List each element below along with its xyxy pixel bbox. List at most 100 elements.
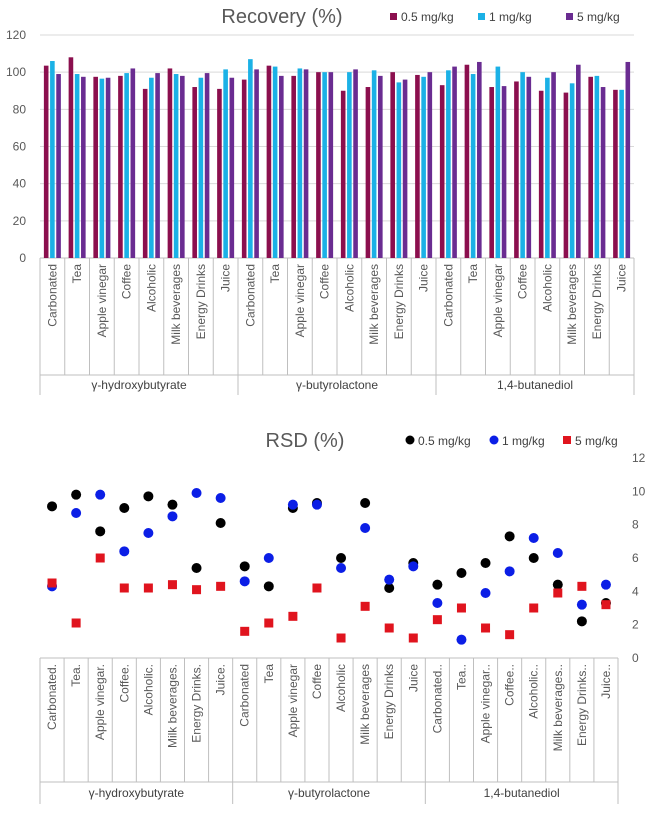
point-1-4-butanediol-coffee-5-mg-kg xyxy=(505,630,515,640)
bar-1-4-butanediol-milk-beverages-1-mg-kg xyxy=(569,83,575,258)
point-hydroxybutyrate-tea-0-5-mg-kg xyxy=(71,489,82,500)
point-butyrolactone-tea-0-5-mg-kg xyxy=(263,581,274,592)
bar-1-4-butanediol-juice-1-mg-kg xyxy=(619,89,624,258)
point-hydroxybutyrate-juice-5-mg-kg xyxy=(216,581,226,591)
point-hydroxybutyrate-juice-1-mg-kg xyxy=(215,493,226,503)
bar-butyrolactone-energy-drinks-1-mg-kg xyxy=(396,82,402,258)
category-label: Energy Drinks xyxy=(392,264,406,339)
y-tick-label: 20 xyxy=(13,214,27,228)
point-hydroxybutyrate-tea-1-mg-kg xyxy=(71,508,82,518)
point-hydroxybutyrate-energy-drinks-5-mg-kg xyxy=(192,585,202,595)
point-1-4-butanediol-tea-0-5-mg-kg xyxy=(456,568,467,578)
y-tick-label: 120 xyxy=(6,28,26,42)
point-butyrolactone-energy-drinks-1-mg-kg xyxy=(384,574,395,585)
y-tick-label: 8 xyxy=(632,518,639,532)
category-label: Carbonated xyxy=(441,264,455,327)
bar-1-4-butanediol-milk-beverages-0-5-mg-kg xyxy=(563,92,569,258)
group-label-1-4-butanediol: 1,4-butanediol xyxy=(484,786,560,800)
point-hydroxybutyrate-apple-vinegar-0-5-mg-kg xyxy=(95,526,106,537)
bar-hydroxybutyrate-tea-1-mg-kg xyxy=(74,74,80,258)
point-1-4-butanediol-carbonated-0-5-mg-kg xyxy=(432,579,443,590)
point-1-4-butanediol-coffee-0-5-mg-kg xyxy=(504,531,515,542)
category-label: Energy Drinks xyxy=(382,664,396,739)
point-butyrolactone-coffee-1-mg-kg xyxy=(311,499,322,510)
bar-butyrolactone-apple-vinegar-1-mg-kg xyxy=(297,68,303,258)
point-butyrolactone-milk-beverages-0-5-mg-kg xyxy=(360,498,371,508)
point-1-4-butanediol-energy-drinks-1-mg-kg xyxy=(576,599,587,610)
category-label: Coffee xyxy=(120,264,134,299)
bar-hydroxybutyrate-juice-5-mg-kg xyxy=(229,77,235,259)
bar-butyrolactone-juice-0-5-mg-kg xyxy=(415,74,420,258)
category-label: Tea xyxy=(70,264,84,284)
point-hydroxybutyrate-apple-vinegar-1-mg-kg xyxy=(95,489,106,500)
bar-hydroxybutyrate-carbonated-1-mg-kg xyxy=(50,61,55,258)
category-label: Milk beverages xyxy=(358,664,372,745)
point-hydroxybutyrate-coffee-0-5-mg-kg xyxy=(119,503,130,513)
category-label: Alcoholic.. xyxy=(527,664,541,719)
bar-hydroxybutyrate-energy-drinks-1-mg-kg xyxy=(198,77,204,259)
point-hydroxybutyrate-alcoholic-1-mg-kg xyxy=(143,528,154,538)
category-label: Coffee xyxy=(318,264,332,299)
bar-butyrolactone-carbonated-5-mg-kg xyxy=(254,69,259,258)
bar-1-4-butanediol-carbonated-1-mg-kg xyxy=(446,70,451,258)
point-hydroxybutyrate-juice-0-5-mg-kg xyxy=(215,518,226,528)
point-1-4-butanediol-juice-1-mg-kg xyxy=(600,579,611,590)
bar-butyrolactone-apple-vinegar-5-mg-kg xyxy=(303,69,309,258)
bar-1-4-butanediol-juice-0-5-mg-kg xyxy=(613,89,618,258)
bar-hydroxybutyrate-alcoholic-0-5-mg-kg xyxy=(142,88,148,258)
category-label: Carbonated. xyxy=(45,664,59,730)
category-label: Milk beverages xyxy=(367,264,381,345)
chart-title: RSD (%) xyxy=(266,430,345,452)
category-label: Milk beverages. xyxy=(166,664,180,748)
point-hydroxybutyrate-milk-beverages-1-mg-kg xyxy=(167,511,178,522)
bar-butyrolactone-juice-1-mg-kg xyxy=(421,76,426,258)
bar-hydroxybutyrate-energy-drinks-0-5-mg-kg xyxy=(192,87,197,258)
point-butyrolactone-apple-vinegar-1-mg-kg xyxy=(287,499,298,510)
point-1-4-butanediol-milk-beverages-0-5-mg-kg xyxy=(552,579,563,590)
y-tick-label: 0 xyxy=(19,251,26,265)
group-label-butyrolactone: γ-butyrolactone xyxy=(288,786,370,800)
category-label: Apple vinegar. xyxy=(93,664,107,740)
category-label: Tea xyxy=(262,664,276,684)
bar-1-4-butanediol-alcoholic-5-mg-kg xyxy=(551,72,556,258)
bar-1-4-butanediol-coffee-0-5-mg-kg xyxy=(514,81,519,259)
category-label: Energy Drinks xyxy=(194,264,208,339)
bar-butyrolactone-milk-beverages-5-mg-kg xyxy=(378,75,383,258)
point-1-4-butanediol-carbonated-1-mg-kg xyxy=(432,598,443,608)
point-hydroxybutyrate-milk-beverages-0-5-mg-kg xyxy=(167,499,178,510)
bar-1-4-butanediol-energy-drinks-5-mg-kg xyxy=(600,87,606,258)
bar-butyrolactone-tea-0-5-mg-kg xyxy=(266,65,272,258)
bar-1-4-butanediol-carbonated-5-mg-kg xyxy=(452,66,457,258)
bar-1-4-butanediol-alcoholic-0-5-mg-kg xyxy=(538,90,544,258)
point-hydroxybutyrate-energy-drinks-0-5-mg-kg xyxy=(191,563,202,573)
point-hydroxybutyrate-carbonated-5-mg-kg xyxy=(47,578,57,588)
bar-hydroxybutyrate-juice-0-5-mg-kg xyxy=(217,88,222,258)
point-1-4-butanediol-alcoholic-1-mg-kg xyxy=(528,533,539,543)
point-butyrolactone-carbonated-0-5-mg-kg xyxy=(239,561,250,572)
point-1-4-butanediol-tea-5-mg-kg xyxy=(456,603,466,613)
category-label: Energy Drinks. xyxy=(190,664,204,743)
y-tick-label: 60 xyxy=(13,140,27,154)
bar-hydroxybutyrate-milk-beverages-0-5-mg-kg xyxy=(167,68,173,258)
point-butyrolactone-apple-vinegar-5-mg-kg xyxy=(288,611,298,621)
point-butyrolactone-alcoholic-5-mg-kg xyxy=(336,633,346,643)
rsd-scatter-chart: RSD (%) 0 2 4 6 8 10 12 0.5 mg/kg 1 mg/kg 5 mg/kg C… xyxy=(39,430,646,804)
category-label: Juice xyxy=(417,264,431,292)
bar-butyrolactone-coffee-1-mg-kg xyxy=(322,72,327,258)
point-1-4-butanediol-tea-1-mg-kg xyxy=(456,634,467,645)
category-label: Tea xyxy=(466,264,480,284)
legend-marker-5-mg-kg xyxy=(563,436,571,444)
bar-hydroxybutyrate-alcoholic-5-mg-kg xyxy=(155,73,160,258)
legend-swatch-5-mg-kg xyxy=(566,13,573,20)
point-butyrolactone-coffee-5-mg-kg xyxy=(312,583,322,593)
point-hydroxybutyrate-apple-vinegar-5-mg-kg xyxy=(95,553,105,563)
legend-marker-1-mg-kg xyxy=(489,435,499,445)
y-tick-label: 100 xyxy=(6,65,26,79)
category-label: Tea.. xyxy=(455,664,469,690)
legend-label-0-5-mg-kg: 0.5 mg/kg xyxy=(401,10,454,24)
category-label: Apple vinegar xyxy=(491,264,505,337)
point-hydroxybutyrate-milk-beverages-5-mg-kg xyxy=(167,580,177,590)
bar-hydroxybutyrate-tea-0-5-mg-kg xyxy=(68,57,74,258)
category-label: Energy Drinks xyxy=(590,264,604,339)
